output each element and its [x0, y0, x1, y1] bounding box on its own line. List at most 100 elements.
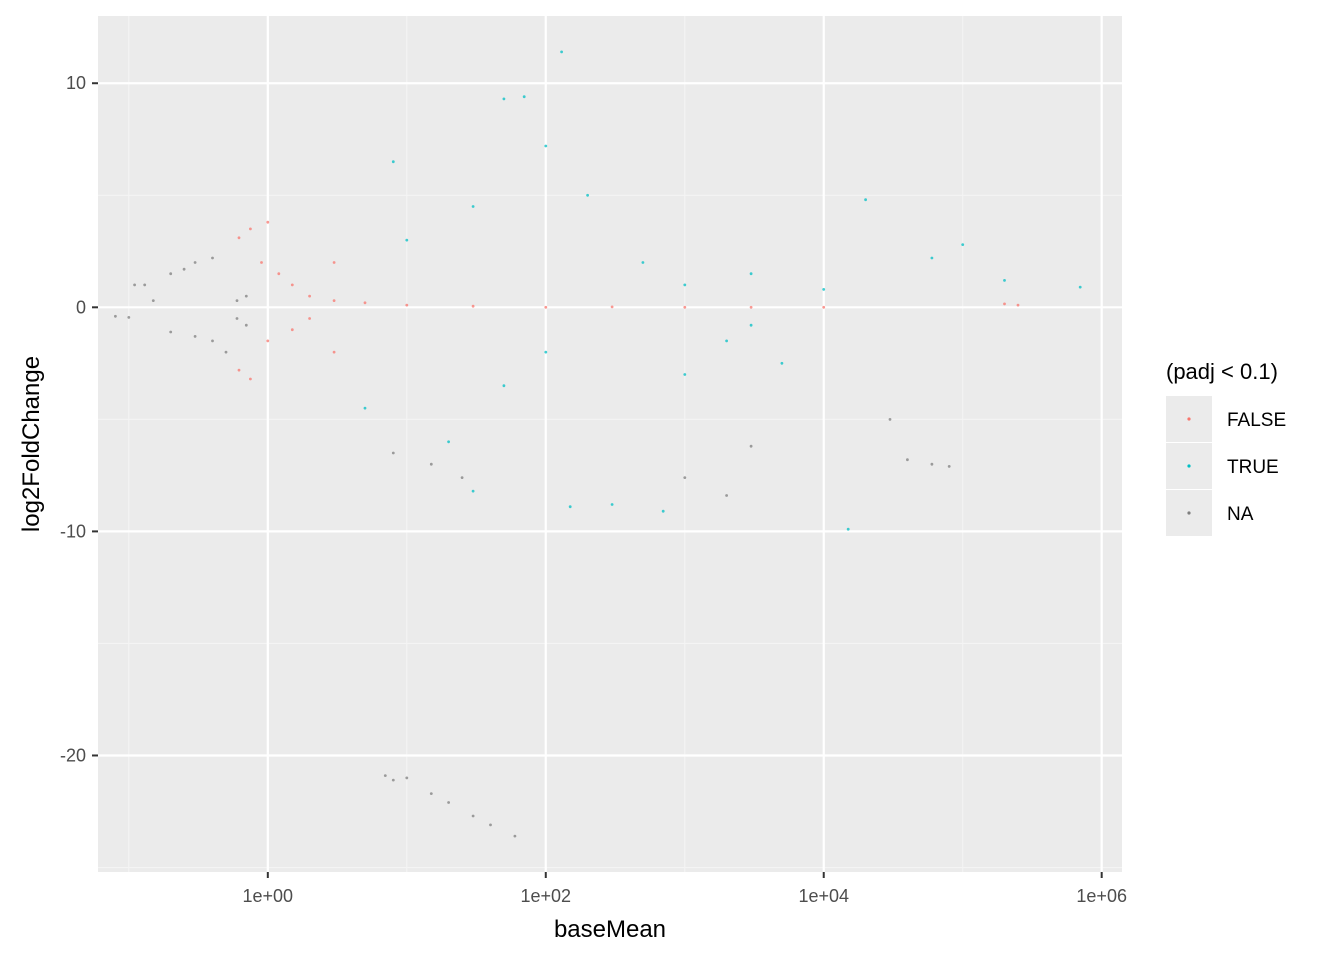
point-false	[822, 305, 826, 309]
point-na	[193, 261, 197, 264]
x-tick-label: 1e+06	[1076, 886, 1127, 906]
x-tick-label: 1e+02	[520, 886, 571, 906]
point-false	[266, 220, 270, 224]
point-true	[471, 205, 475, 208]
y-tick-label: -10	[60, 521, 86, 541]
points-layer	[114, 50, 1082, 838]
point-true	[560, 50, 563, 54]
point-na	[725, 494, 728, 497]
point-false	[237, 236, 241, 240]
point-false	[332, 299, 336, 302]
x-axis: 1e+00 1e+02 1e+04 1e+06	[243, 872, 1127, 906]
point-na	[211, 256, 214, 260]
point-true	[846, 527, 850, 531]
point-true	[683, 373, 687, 376]
legend-label-na: NA	[1227, 504, 1254, 525]
point-na	[405, 776, 409, 780]
point-true	[447, 440, 450, 444]
point-false	[290, 328, 294, 332]
point-false	[683, 305, 687, 309]
series-true	[363, 50, 1082, 531]
legend: (padj < 0.1) FALSE TRUE NA	[1166, 359, 1286, 536]
point-true	[1003, 279, 1006, 282]
point-na	[447, 801, 450, 804]
x-tick-label: 1e+00	[243, 886, 294, 906]
point-false	[249, 377, 252, 381]
point-na	[513, 834, 517, 838]
plot-panel	[98, 16, 1122, 872]
point-true	[544, 350, 548, 354]
point-true	[363, 406, 367, 410]
point-na	[930, 462, 934, 466]
point-false	[1003, 302, 1006, 306]
point-na	[429, 792, 433, 795]
point-false	[363, 301, 367, 305]
point-true	[502, 384, 506, 388]
point-na	[888, 418, 892, 421]
point-true	[725, 339, 728, 343]
point-na	[489, 823, 492, 827]
x-axis-title: baseMean	[554, 916, 666, 943]
point-true	[749, 323, 753, 327]
point-na	[235, 299, 239, 302]
point-na	[244, 294, 248, 298]
point-na	[683, 476, 687, 479]
legend-dot-na	[1187, 511, 1191, 515]
point-na	[383, 774, 387, 777]
point-true	[683, 283, 687, 287]
series-na	[114, 256, 951, 838]
point-false	[260, 261, 263, 264]
point-na	[391, 451, 395, 455]
point-false	[277, 272, 281, 276]
point-true	[864, 198, 867, 202]
point-na	[244, 323, 248, 327]
point-na	[127, 316, 131, 319]
point-true	[749, 272, 753, 276]
point-na	[460, 476, 464, 479]
series-false	[237, 220, 1020, 381]
point-na	[143, 283, 147, 287]
point-true	[961, 243, 965, 247]
point-na	[133, 283, 137, 287]
point-na	[224, 350, 228, 354]
point-false	[544, 305, 548, 309]
y-tick-label: -20	[60, 745, 86, 765]
grid-major	[98, 16, 1122, 872]
point-false	[290, 283, 294, 287]
point-false	[610, 305, 614, 309]
point-false	[266, 339, 270, 343]
point-na	[235, 317, 239, 320]
y-tick-label: 0	[76, 297, 86, 317]
point-false	[332, 261, 336, 264]
point-true	[780, 361, 784, 365]
y-axis: 10 0 -10 -20	[60, 73, 98, 765]
legend-label-true: TRUE	[1227, 457, 1279, 478]
point-na	[211, 339, 214, 343]
point-false	[249, 227, 252, 231]
x-tick-label: 1e+04	[798, 886, 849, 906]
point-true	[610, 503, 614, 506]
point-na	[391, 778, 395, 782]
point-false	[308, 294, 311, 298]
y-tick-label: 10	[66, 73, 86, 93]
point-true	[405, 238, 409, 242]
legend-label-false: FALSE	[1227, 410, 1286, 431]
point-na	[169, 330, 173, 334]
point-true	[544, 144, 548, 148]
point-na	[429, 462, 433, 466]
point-na	[193, 335, 197, 338]
point-true	[502, 97, 506, 101]
point-true	[522, 95, 526, 99]
y-axis-title: log2FoldChange	[18, 356, 45, 532]
point-na	[749, 444, 753, 448]
point-na	[169, 272, 173, 276]
point-false	[471, 304, 475, 308]
point-false	[308, 317, 311, 320]
point-na	[114, 314, 117, 318]
point-na	[471, 814, 475, 818]
point-false	[405, 303, 409, 307]
point-true	[471, 489, 475, 493]
point-false	[749, 305, 753, 309]
point-na	[182, 267, 186, 271]
